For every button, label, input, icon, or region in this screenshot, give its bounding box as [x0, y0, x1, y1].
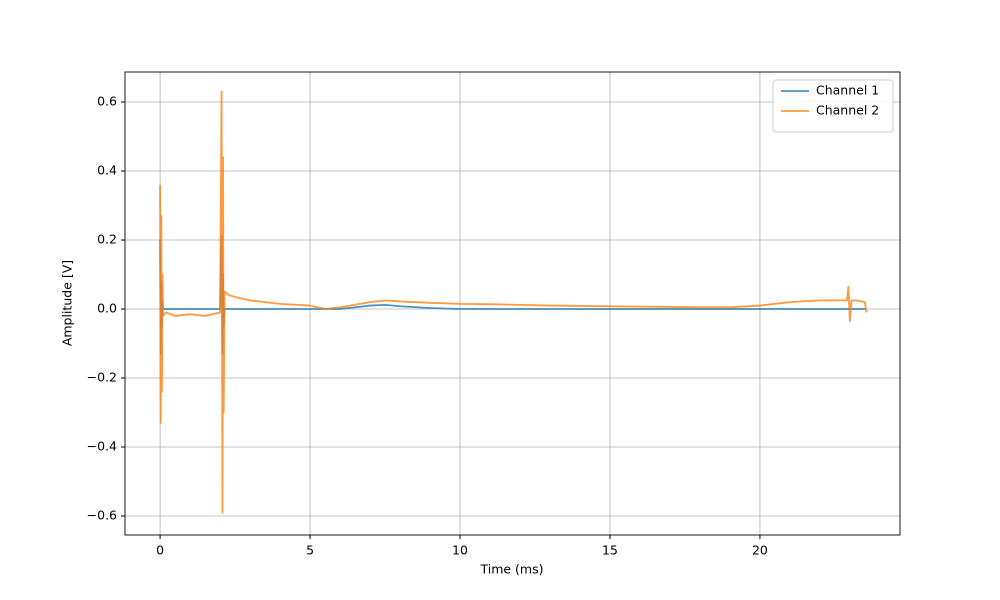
legend-label: Channel 2: [816, 103, 879, 118]
y-tick-label: −0.6: [87, 508, 117, 523]
y-tick-label: 0.4: [97, 163, 117, 178]
legend-label: Channel 1: [816, 83, 879, 98]
y-tick-label: 0.0: [97, 301, 117, 316]
y-tick-label: 0.6: [97, 94, 117, 109]
line-series: [159, 235, 867, 355]
x-tick-label: 20: [752, 543, 768, 558]
y-axis-label: Amplitude [V]: [60, 260, 75, 346]
legend-box: [772, 79, 894, 133]
x-tick-label: 0: [156, 543, 164, 558]
plot-frame: [124, 71, 901, 536]
y-tick-label: −0.4: [87, 439, 117, 454]
y-tick-label: 0.2: [97, 232, 117, 247]
x-tick-label: 5: [306, 543, 314, 558]
x-axis-label: Time (ms): [479, 562, 543, 577]
x-tick-label: 15: [602, 543, 618, 558]
x-tick-label: 10: [452, 543, 468, 558]
y-tick-label: −0.2: [87, 370, 117, 385]
line-series: [159, 90, 868, 514]
